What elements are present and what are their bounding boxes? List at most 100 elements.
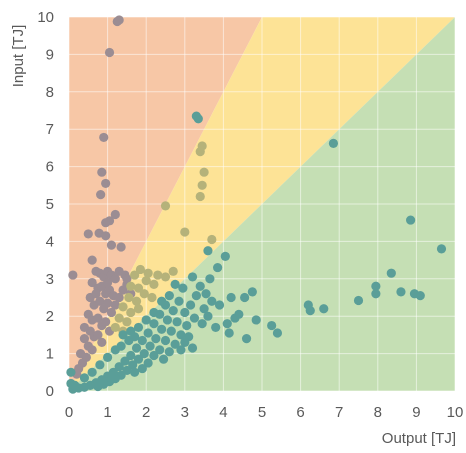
point-s1-13 [130, 270, 140, 280]
point-s2-99 [95, 360, 105, 370]
point-s2-24 [386, 268, 396, 278]
tick-labels: 0 1 2 3 4 5 6 7 8 9 10 0 1 2 3 4 5 6 7 8 9 10 [37, 9, 463, 421]
point-s1-10 [153, 270, 163, 280]
x-tick-label: 7 [335, 404, 343, 421]
point-s0-13 [101, 231, 111, 241]
point-s1-4 [195, 191, 205, 202]
point-s1-1 [195, 147, 205, 157]
point-s2-57 [170, 339, 180, 349]
point-s0-5 [101, 178, 111, 189]
point-s2-3 [406, 215, 416, 225]
point-s2-71 [137, 363, 147, 374]
point-s2-65 [158, 354, 169, 364]
point-s0-33 [95, 296, 105, 306]
point-s2-88 [66, 367, 76, 377]
point-s2-27 [415, 291, 425, 301]
point-s0-7 [110, 209, 120, 220]
point-s0-9 [104, 216, 115, 226]
point-s2-94 [141, 315, 151, 325]
point-s2-5 [203, 246, 213, 256]
point-s2-56 [160, 335, 171, 346]
point-s1-17 [126, 281, 136, 291]
point-s0-62 [79, 322, 90, 333]
point-s2-107 [176, 345, 186, 355]
point-s2-106 [211, 322, 221, 333]
point-s1-9 [160, 272, 171, 282]
point-s2-43 [162, 315, 173, 325]
point-s1-21 [147, 292, 157, 303]
point-s2-46 [189, 313, 200, 323]
point-s2-25 [396, 287, 406, 297]
point-s2-108 [187, 343, 198, 353]
y-tick-label: 2 [46, 308, 54, 325]
point-s2-40 [168, 305, 178, 316]
y-tick-label: 6 [46, 159, 54, 176]
point-s0-61 [103, 277, 113, 288]
x-tick-label: 6 [296, 404, 304, 421]
point-s1-22 [118, 302, 128, 312]
point-s1-11 [143, 268, 153, 278]
point-s2-36 [170, 279, 180, 290]
point-s0-3 [99, 132, 109, 143]
point-s2-23 [371, 289, 381, 299]
point-s2-103 [213, 262, 223, 273]
point-s2-67 [133, 354, 144, 364]
point-s2-95 [149, 307, 159, 318]
point-s2-49 [157, 324, 167, 334]
point-s2-51 [176, 330, 186, 340]
point-s2-1 [193, 114, 203, 124]
point-s2-4 [436, 244, 447, 254]
x-tick-label: 3 [181, 404, 189, 421]
point-s0-59 [91, 289, 101, 299]
data-points [66, 15, 447, 394]
point-s0-14 [116, 242, 126, 252]
x-tick-label: 9 [412, 404, 420, 421]
y-tick-label: 8 [46, 84, 54, 101]
point-s0-55 [110, 300, 120, 310]
point-s2-58 [137, 335, 147, 346]
point-s2-96 [157, 296, 167, 306]
point-s0-2 [104, 47, 115, 58]
point-s2-59 [145, 341, 155, 351]
point-s0-46 [97, 337, 107, 347]
point-s2-2 [328, 138, 339, 149]
y-tick-label: 9 [46, 46, 54, 63]
x-tick-label: 5 [258, 404, 266, 421]
point-s1-2 [199, 167, 209, 177]
point-s2-111 [130, 332, 140, 342]
point-s1-5 [160, 201, 171, 211]
point-s2-32 [199, 304, 209, 314]
point-s2-101 [79, 373, 90, 383]
point-s1-24 [133, 304, 144, 314]
point-s2-29 [195, 281, 205, 291]
point-s2-74 [130, 367, 140, 377]
point-s2-38 [174, 296, 184, 306]
point-s2-60 [155, 345, 165, 355]
point-s2-63 [139, 349, 149, 359]
point-s2-44 [172, 317, 182, 327]
point-s2-21 [353, 295, 364, 306]
x-tick-label: 10 [447, 404, 464, 421]
point-s1-6 [180, 227, 190, 237]
point-s2-22 [371, 281, 381, 291]
point-s0-6 [96, 190, 106, 200]
y-axis-label: Input [TJ] [10, 25, 27, 88]
point-s2-10 [240, 292, 250, 303]
point-s2-104 [220, 251, 230, 261]
point-s0-35 [103, 298, 113, 308]
x-tick-label: 1 [103, 404, 111, 421]
x-tick-label: 4 [219, 404, 227, 421]
point-s1-15 [149, 279, 159, 290]
point-s2-70 [128, 360, 138, 370]
y-tick-label: 3 [46, 271, 54, 288]
point-s2-50 [166, 326, 176, 336]
point-s0-41 [101, 317, 111, 327]
point-s2-35 [178, 283, 188, 293]
point-s2-53 [180, 337, 190, 347]
point-s1-27 [110, 322, 120, 333]
y-tick-label: 5 [46, 196, 54, 213]
point-s2-31 [207, 296, 217, 306]
point-s2-55 [151, 334, 161, 344]
point-s2-37 [164, 291, 174, 301]
